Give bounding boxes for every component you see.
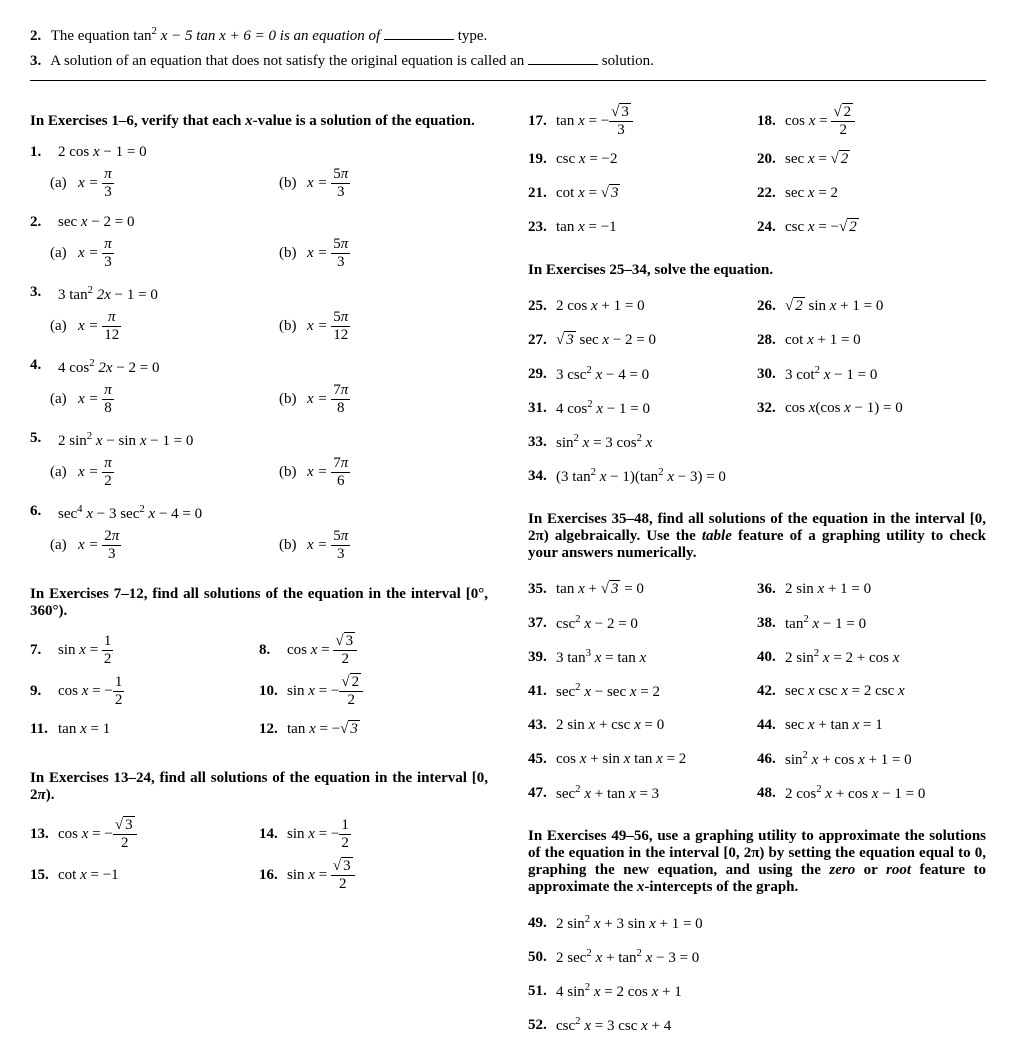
problem-6-parts: (a) x = 2π3 (b) x = 5π3 <box>30 529 488 562</box>
problem-6: 6. sec4 x − 3 sec2 x − 4 = 0 <box>30 503 488 523</box>
problems-49-52: 49.2 sin2 x + 3 sin x + 1 = 0 50.2 sec2 … <box>528 906 986 1042</box>
q2-blank[interactable] <box>384 24 454 40</box>
divider <box>30 80 986 81</box>
intro-q2: 2. The equation tan2 x − 5 tan x + 6 = 0… <box>30 24 986 45</box>
problem-5: 5. 2 sin2 x − sin x − 1 = 0 <box>30 430 488 450</box>
problem-4: 4. 4 cos2 2x − 2 = 0 <box>30 357 488 377</box>
problem-2: 2. sec x − 2 = 0 <box>30 214 488 231</box>
problems-35-48: 35.tan x + 3 = 0 36.2 sin x + 1 = 0 37.c… <box>528 572 986 810</box>
section-3-head: In Exercises 13–24, find all solutions o… <box>30 770 488 804</box>
problem-4-parts: (a) x = π8 (b) x = 7π8 <box>30 383 488 416</box>
problem-1: 1. 2 cos x − 1 = 0 <box>30 144 488 161</box>
intro-q3: 3. A solution of an equation that does n… <box>30 49 986 70</box>
problem-3-parts: (a) x = π12 (b) x = 5π12 <box>30 310 488 343</box>
problem-1-parts: (a) x = π3 (b) x = 5π3 <box>30 167 488 200</box>
problems-17-24: 17.tan x = −33 18.cos x = 22 19.csc x = … <box>528 101 986 244</box>
problems-13-16: 13.cos x = −32 14.sin x = −12 15.cot x =… <box>30 814 488 896</box>
q3-text: A solution of an equation that does not … <box>50 53 654 69</box>
problem-3: 3. 3 tan2 2x − 1 = 0 <box>30 284 488 304</box>
section-4-head: In Exercises 25–34, solve the equation. <box>528 262 986 279</box>
q2-number: 2. <box>30 28 41 44</box>
section-2-head: In Exercises 7–12, find all solutions of… <box>30 586 488 620</box>
right-column: 17.tan x = −33 18.cos x = 22 19.csc x = … <box>528 101 986 1042</box>
problems-7-12: 7.sin x = 12 8.cos x = 32 9.cos x = −12 … <box>30 630 488 746</box>
left-column: In Exercises 1–6, verify that each x-val… <box>30 101 488 1042</box>
intro-questions: 2. The equation tan2 x − 5 tan x + 6 = 0… <box>30 24 986 70</box>
section-5-head: In Exercises 35–48, find all solutions o… <box>528 511 986 562</box>
problem-2-parts: (a) x = π3 (b) x = 5π3 <box>30 237 488 270</box>
section-6-head: In Exercises 49–56, use a graphing utili… <box>528 828 986 896</box>
problems-25-34: 25.2 cos x + 1 = 0 26.2 sin x + 1 = 0 27… <box>528 289 986 493</box>
q3-blank[interactable] <box>528 49 598 65</box>
problem-5-parts: (a) x = π2 (b) x = 7π6 <box>30 456 488 489</box>
section-1-head: In Exercises 1–6, verify that each x-val… <box>30 113 488 130</box>
q2-text: The equation tan2 x − 5 tan x + 6 = 0 is… <box>51 28 488 44</box>
q3-number: 3. <box>30 53 41 69</box>
